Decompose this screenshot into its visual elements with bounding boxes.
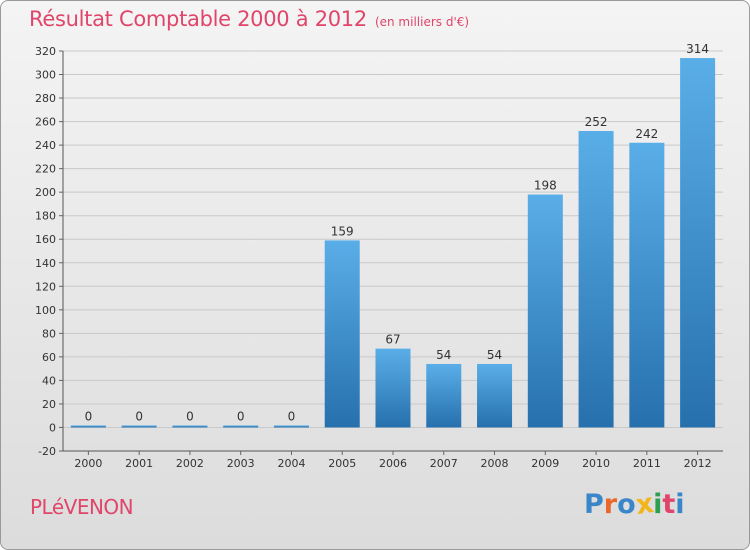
y-tick-label: 300: [35, 69, 56, 82]
x-tick-label-2011: 2011: [633, 457, 661, 470]
y-tick-label: 240: [35, 139, 56, 152]
y-tick-label: 0: [49, 421, 56, 434]
y-tick-label: 220: [35, 163, 56, 176]
bar-2012[interactable]: [680, 58, 716, 428]
data-label-2001: 0: [135, 409, 143, 423]
y-tick-label: 180: [35, 210, 56, 223]
y-tick-label: 120: [35, 280, 56, 293]
y-tick-label: 20: [42, 398, 56, 411]
data-label-2012: 314: [686, 42, 709, 56]
bar-2002[interactable]: [172, 425, 208, 428]
brand-letter: i: [675, 489, 685, 520]
bar-2001[interactable]: [121, 425, 157, 428]
x-tick-labels: 2000 2001 2002 2003 2004 2005 2006 2007 2008 2009…: [74, 451, 712, 470]
x-tick-label-2001: 2001: [125, 457, 153, 470]
data-label-2007: 54: [436, 348, 451, 362]
x-tick-label-2005: 2005: [328, 457, 356, 470]
brand-letter: P: [584, 489, 604, 520]
bar-2004[interactable]: [273, 425, 309, 428]
y-tick-label: 80: [42, 327, 56, 340]
x-tick-label-2007: 2007: [430, 457, 458, 470]
y-tick-label: 40: [42, 374, 56, 387]
bar-2000[interactable]: [70, 425, 106, 428]
x-tick-label-2012: 2012: [684, 457, 712, 470]
bar-2007[interactable]: [426, 363, 462, 428]
data-label-2006: 67: [385, 333, 400, 347]
data-label-2008: 54: [487, 348, 502, 362]
y-tick-label: 260: [35, 116, 56, 129]
data-label-2004: 0: [288, 409, 296, 423]
bar-2005[interactable]: [324, 240, 360, 428]
x-tick-label-2008: 2008: [481, 457, 509, 470]
y-tick-label: 280: [35, 92, 56, 105]
x-tick-label-2004: 2004: [277, 457, 305, 470]
y-tick-label: 140: [35, 257, 56, 270]
y-tick-label: 100: [35, 304, 56, 317]
y-tick-label: 60: [42, 351, 56, 364]
x-tick-label-2006: 2006: [379, 457, 407, 470]
y-tick-label: 160: [35, 233, 56, 246]
data-label-2011: 242: [635, 127, 658, 141]
data-label-2000: 0: [85, 409, 93, 423]
x-tick-label-2009: 2009: [531, 457, 559, 470]
bar-2010[interactable]: [578, 131, 614, 428]
brand-letter: x: [633, 487, 656, 522]
data-label-2010: 252: [585, 115, 608, 129]
data-label-2009: 198: [534, 179, 557, 193]
bars: [70, 58, 716, 428]
brand-letter: i: [653, 489, 663, 520]
title-text: Résultat Comptable 2000 à 2012: [29, 7, 367, 31]
brand-letter: t: [662, 489, 676, 520]
y-tick-labels: -20 0 20 40 60 80 100 120 140 160 180 200 220 240 260 2…: [35, 45, 56, 458]
x-tick-label-2003: 2003: [227, 457, 255, 470]
chart-title: Résultat Comptable 2000 à 2012 (en millie…: [29, 7, 469, 31]
y-tick-label: 200: [35, 186, 56, 199]
y-tick-label: 320: [35, 45, 56, 58]
data-label-2002: 0: [186, 409, 194, 423]
proxiti-logo[interactable]: Proxiti: [584, 487, 685, 522]
bar-2006[interactable]: [375, 348, 411, 428]
chart-subtitle: (en milliers d'€): [374, 15, 470, 29]
bar-2011[interactable]: [629, 142, 665, 428]
data-labels: 0 0 0 0 0 159 67 54 54 198 252 242 314: [85, 42, 710, 423]
y-tick-label: -20: [38, 445, 56, 458]
bar-2009[interactable]: [527, 194, 563, 428]
x-tick-label-2002: 2002: [176, 457, 204, 470]
brand-letter: o: [617, 489, 636, 520]
bar-2008[interactable]: [477, 363, 513, 428]
data-label-2003: 0: [237, 409, 245, 423]
bar-2003[interactable]: [223, 425, 259, 428]
brand-letter: r: [603, 489, 618, 520]
x-tick-label-2010: 2010: [582, 457, 610, 470]
x-tick-label-2000: 2000: [74, 457, 102, 470]
commune-name: PLéVENON: [30, 495, 134, 519]
data-label-2005: 159: [331, 224, 354, 238]
